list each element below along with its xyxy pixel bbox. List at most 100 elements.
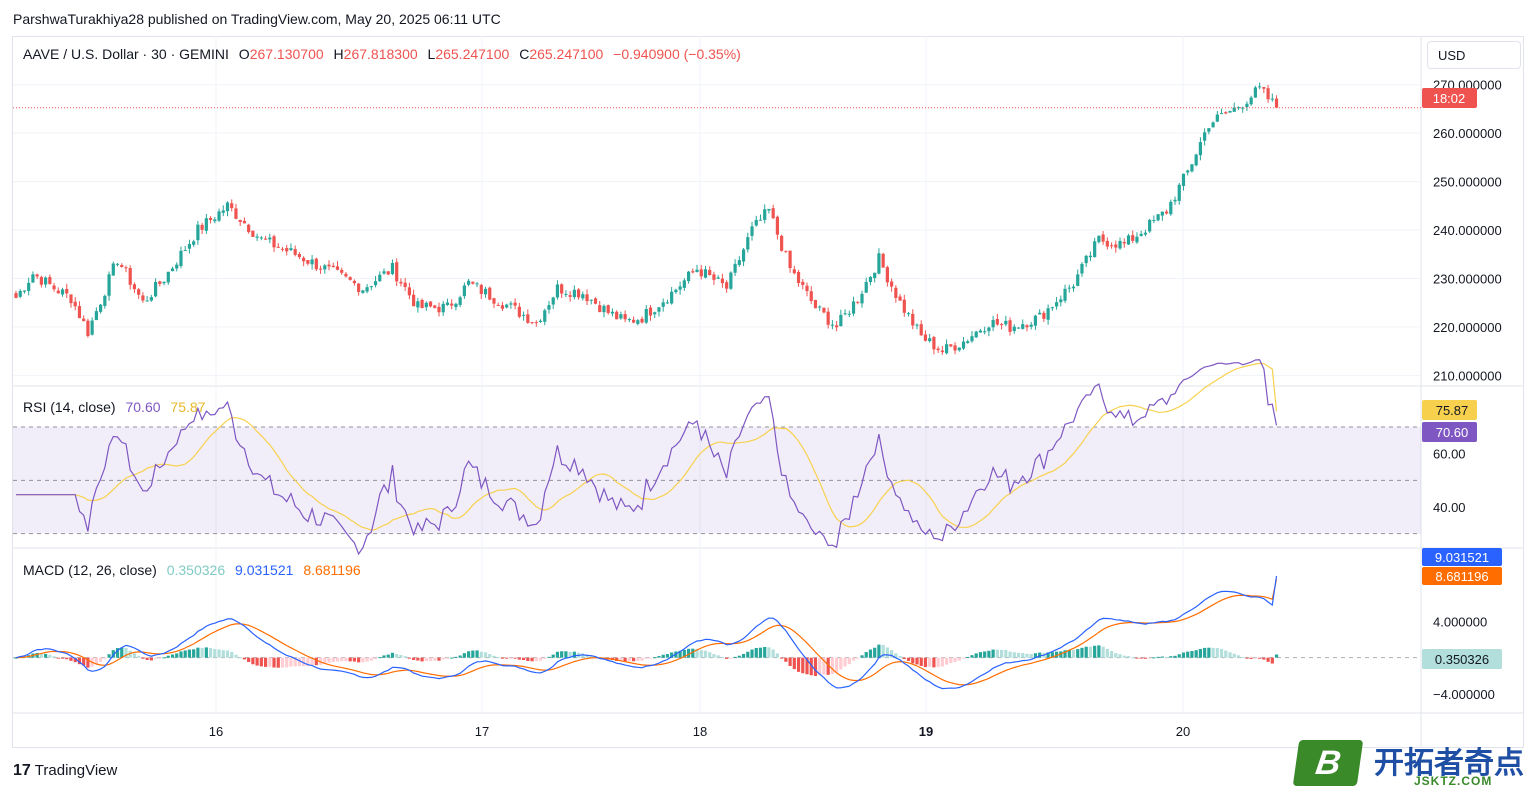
- candle-body: [885, 267, 889, 283]
- macd-histogram-bar: [767, 647, 771, 658]
- candle-body: [1054, 302, 1059, 307]
- candle-body: [35, 274, 39, 277]
- candle-body: [830, 324, 834, 326]
- candle-body: [221, 210, 225, 213]
- candle-body: [259, 237, 263, 239]
- macd-histogram-bar: [966, 656, 970, 658]
- macd-histogram-bar: [335, 657, 340, 662]
- candle-body: [331, 265, 335, 268]
- macd-histogram-bar: [255, 657, 259, 666]
- candle-body: [1160, 211, 1164, 216]
- macd-histogram-bar: [999, 649, 1004, 658]
- macd-legend[interactable]: MACD (12, 26, close) 0.350326 9.031521 8…: [23, 562, 363, 578]
- candle-body: [974, 331, 978, 338]
- candle-body: [496, 304, 500, 306]
- hist-badge: [1422, 649, 1502, 669]
- tradingview-logo-icon: 17: [13, 762, 31, 779]
- candle-body: [1050, 307, 1054, 309]
- candle-body: [22, 290, 27, 292]
- candle-body: [1253, 87, 1257, 98]
- candle-body: [1067, 287, 1071, 289]
- candle-body: [589, 299, 593, 301]
- macd-histogram-bar: [483, 652, 488, 658]
- candle-body: [725, 282, 729, 289]
- tradingview-logo[interactable]: 17 TradingView: [13, 762, 117, 780]
- candle-body: [750, 226, 754, 236]
- candle-body: [335, 266, 340, 270]
- candle-body: [90, 320, 94, 335]
- macd-histogram-bar: [670, 652, 674, 658]
- candle-body: [1207, 128, 1211, 132]
- macd-histogram-bar: [856, 657, 860, 659]
- candle-body: [1262, 87, 1266, 89]
- macd-histogram-bar: [420, 657, 424, 662]
- candle-body: [847, 313, 851, 315]
- macd-histogram-bar: [390, 652, 395, 658]
- macd-hist-value: 0.350326: [166, 562, 226, 578]
- macd-histogram-bar: [949, 657, 953, 664]
- macd-histogram-bar: [568, 651, 572, 658]
- candle-body: [1190, 164, 1194, 172]
- macd-histogram-bar: [615, 657, 619, 661]
- macd-histogram-bar: [221, 650, 225, 658]
- macd-histogram-bar: [230, 651, 234, 658]
- candle-body: [31, 274, 35, 283]
- macd-histogram-bar: [471, 650, 475, 658]
- candle-body: [1118, 240, 1122, 249]
- candle-body: [691, 271, 695, 273]
- macd-histogram-bar: [361, 657, 365, 663]
- macd-histogram-bar: [932, 657, 936, 668]
- macd-histogram-bar: [902, 657, 906, 660]
- candle-body: [382, 271, 386, 274]
- macd-histogram-bar: [961, 657, 966, 659]
- candle-body: [390, 263, 395, 275]
- macd-histogram-bar: [1241, 657, 1245, 659]
- candle-body: [365, 287, 369, 292]
- candle-body: [796, 271, 801, 284]
- macd-name[interactable]: MACD (12, 26, close): [23, 562, 157, 578]
- candle-body: [758, 219, 763, 221]
- currency-button[interactable]: USD: [1427, 41, 1521, 69]
- candle-body: [492, 298, 496, 304]
- macd-histogram-bar: [39, 653, 43, 658]
- macd-histogram-bar: [386, 654, 390, 658]
- candle-body: [357, 283, 361, 292]
- candle-body: [141, 295, 145, 301]
- rsi-name[interactable]: RSI (14, close): [23, 399, 116, 415]
- macd-histogram-bar: [1169, 656, 1173, 658]
- macd-histogram-bar: [775, 653, 779, 658]
- candle-body: [881, 253, 885, 268]
- symbol-label[interactable]: AAVE / U.S. Dollar · 30 · GEMINI: [23, 46, 229, 62]
- rsi-legend[interactable]: RSI (14, close) 70.60 75.87: [23, 399, 207, 415]
- candle-body: [208, 217, 213, 220]
- candle-body: [868, 276, 873, 283]
- candle-body: [674, 289, 678, 293]
- price-legend[interactable]: AAVE / U.S. Dollar · 30 · GEMINI O267.13…: [23, 46, 743, 62]
- close-label: C: [519, 46, 530, 62]
- candle-body: [970, 336, 974, 342]
- macd-histogram-bar: [928, 657, 932, 667]
- macd-histogram-bar: [733, 656, 737, 658]
- macd-histogram-bar: [818, 657, 822, 676]
- macd-histogram-bar: [1067, 649, 1071, 658]
- candle-body: [242, 220, 247, 224]
- price-axis-label: 240.000000: [1433, 223, 1502, 238]
- candle-body: [1046, 308, 1050, 320]
- macd-histogram-bar: [763, 646, 767, 658]
- macd-histogram-bar: [149, 657, 153, 661]
- candle-body: [1245, 103, 1249, 108]
- macd-histogram-bar: [441, 657, 445, 660]
- candle-body: [555, 284, 560, 298]
- macd-histogram-bar: [530, 657, 534, 662]
- macd-histogram-bar: [1050, 652, 1054, 658]
- candle-body: [746, 237, 750, 250]
- candles-group: [14, 82, 1279, 355]
- macd-histogram-bar: [678, 650, 682, 658]
- candle-body: [1139, 233, 1143, 236]
- macd-histogram-bar: [695, 648, 699, 658]
- candle-body: [44, 277, 48, 285]
- price-axis-label: 220.000000: [1433, 320, 1502, 335]
- chart-frame[interactable]: [12, 36, 1524, 748]
- macd-histogram-bar: [259, 657, 263, 667]
